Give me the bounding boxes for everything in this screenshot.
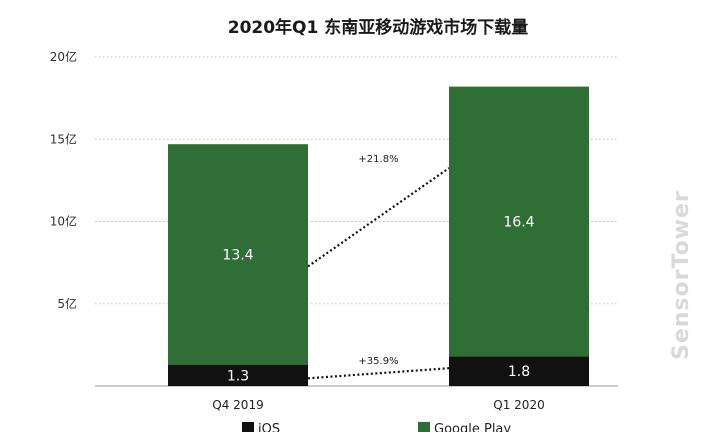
growth-connector <box>307 167 450 268</box>
x-category-label: Q4 2019 <box>212 398 263 412</box>
bar-value-label: 1.3 <box>227 368 249 384</box>
bar-google-play <box>168 144 308 365</box>
growth-label: +35.9% <box>358 356 398 367</box>
chart-title: 2020年Q1 东南亚移动游戏市场下载量 <box>228 17 529 38</box>
bars-layer <box>168 86 589 386</box>
bar-value-label: 13.4 <box>222 247 253 263</box>
legend: iOS Google Play <box>242 422 511 432</box>
legend-label: Google Play <box>434 422 511 432</box>
bar-value-label: 16.4 <box>503 215 534 231</box>
growth-label: +21.8% <box>358 154 398 165</box>
legend-swatch <box>418 422 430 432</box>
x-category-label: Q1 2020 <box>493 398 544 412</box>
legend-swatch <box>242 422 254 432</box>
growth-connectors: +21.8% +35.9% <box>307 154 450 380</box>
label-layer: 1.3 13.4 Q4 2019 1.8 16.4 Q1 2020 <box>212 215 544 413</box>
growth-connector <box>307 367 450 380</box>
y-tick-label: 10亿 <box>50 214 77 229</box>
bar-google-play <box>449 86 589 357</box>
y-tick-label: 15亿 <box>50 131 77 146</box>
y-tick-label: 5亿 <box>57 296 77 311</box>
bar-ios <box>168 364 308 386</box>
bar-value-label: 1.8 <box>508 364 530 380</box>
watermark-text: SensorTower <box>669 190 694 360</box>
y-tick-label: 20亿 <box>50 49 77 64</box>
legend-label: iOS <box>258 422 280 432</box>
bar-ios <box>449 356 589 386</box>
watermark: SensorTower <box>669 190 694 360</box>
